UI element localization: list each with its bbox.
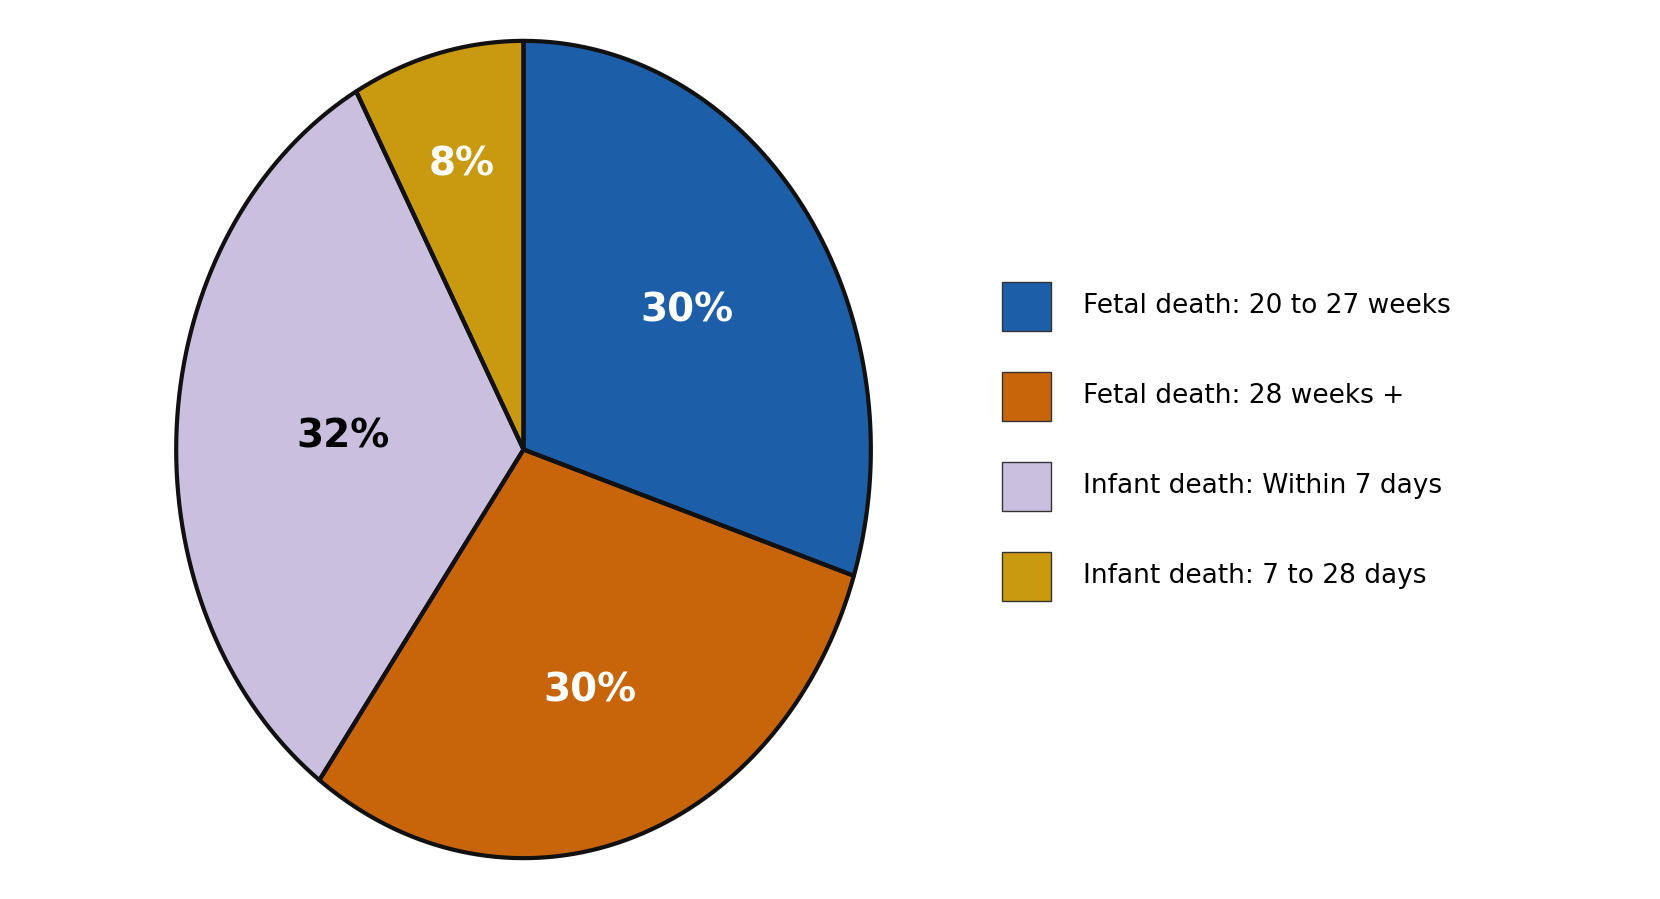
Bar <box>1001 552 1051 601</box>
Text: Fetal death: 28 weeks +: Fetal death: 28 weeks + <box>1084 383 1404 409</box>
Text: Fetal death: 20 to 27 weeks: Fetal death: 20 to 27 weeks <box>1084 293 1451 319</box>
Bar <box>1001 462 1051 511</box>
Text: Infant death: Within 7 days: Infant death: Within 7 days <box>1084 473 1443 499</box>
Polygon shape <box>523 40 872 575</box>
Bar <box>1001 372 1051 421</box>
Bar <box>1001 282 1051 331</box>
Text: 32%: 32% <box>297 417 390 455</box>
Polygon shape <box>319 450 853 859</box>
Polygon shape <box>176 92 523 780</box>
Text: 30%: 30% <box>641 291 734 329</box>
Polygon shape <box>357 40 523 450</box>
Text: Infant death: 7 to 28 days: Infant death: 7 to 28 days <box>1084 563 1428 589</box>
Text: 8%: 8% <box>428 146 495 183</box>
Text: 30%: 30% <box>543 672 637 709</box>
